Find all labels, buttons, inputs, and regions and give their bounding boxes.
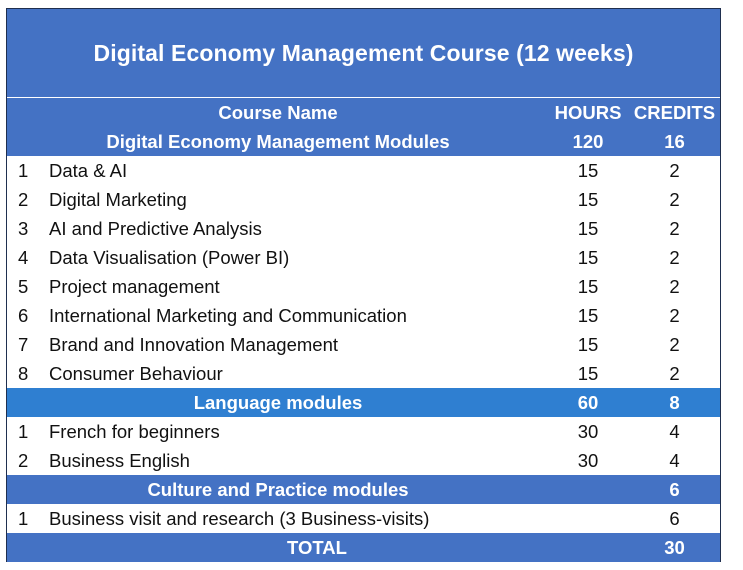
section-name: Culture and Practice modules (147, 478, 409, 500)
title-band: Digital Economy Management Course (12 we… (7, 9, 720, 98)
module-name: AI and Predictive Analysis (49, 217, 262, 239)
table-row: 5 Project management 15 2 (7, 272, 720, 301)
module-credits: 2 (669, 217, 680, 239)
section-header-culture-practice: Culture and Practice modules 6 (7, 475, 720, 504)
module-credits: 2 (669, 304, 680, 326)
row-number: 2 (18, 449, 29, 471)
module-hours: 30 (577, 420, 599, 442)
section-hours: 60 (577, 391, 599, 413)
module-name: Consumer Behaviour (49, 362, 223, 384)
section-header-digital-economy: Digital Economy Management Modules 120 1… (7, 127, 720, 156)
total-row: TOTAL 30 (7, 533, 720, 562)
header-course-name: Course Name (218, 101, 338, 123)
module-name: Digital Marketing (49, 188, 187, 210)
module-hours: 15 (577, 188, 599, 210)
module-credits: 2 (669, 333, 680, 355)
module-hours: 15 (577, 159, 599, 181)
module-name: Business visit and research (3 Business-… (49, 507, 430, 529)
total-credits: 30 (664, 536, 685, 558)
module-credits: 2 (669, 275, 680, 297)
total-label: TOTAL (287, 536, 347, 558)
course-table: Digital Economy Management Course (12 we… (6, 8, 721, 562)
row-number: 8 (18, 362, 29, 384)
module-hours: 15 (577, 275, 599, 297)
table-row: 3 AI and Predictive Analysis 15 2 (7, 214, 720, 243)
section-credits: 6 (669, 478, 680, 500)
header-hours: HOURS (554, 101, 622, 123)
module-credits: 4 (669, 420, 680, 442)
module-hours: 15 (577, 217, 599, 239)
table-row: 1 Business visit and research (3 Busines… (7, 504, 720, 533)
row-number: 3 (18, 217, 29, 239)
section-header-language: Language modules 60 8 (7, 388, 720, 417)
row-number: 1 (18, 507, 29, 529)
module-hours: 15 (577, 304, 599, 326)
module-credits: 2 (669, 159, 680, 181)
header-credits: CREDITS (633, 101, 716, 123)
module-credits: 2 (669, 246, 680, 268)
module-hours: 15 (577, 246, 599, 268)
module-credits: 2 (669, 188, 680, 210)
module-hours: 15 (577, 333, 599, 355)
module-name: International Marketing and Communicatio… (49, 304, 407, 326)
module-hours: 15 (577, 362, 599, 384)
table-row: 4 Data Visualisation (Power BI) 15 2 (7, 243, 720, 272)
row-number: 4 (18, 246, 29, 268)
table-row: 7 Brand and Innovation Management 15 2 (7, 330, 720, 359)
module-hours: 30 (577, 449, 599, 471)
course-title: Digital Economy Management Course (12 we… (93, 39, 634, 66)
row-number: 5 (18, 275, 29, 297)
section-credits: 16 (664, 130, 685, 152)
module-credits: 6 (669, 507, 680, 529)
table-row: 2 Digital Marketing 15 2 (7, 185, 720, 214)
module-name: Project management (49, 275, 220, 297)
module-name: Brand and Innovation Management (49, 333, 339, 355)
module-name: Data & AI (49, 159, 128, 181)
table-row: 8 Consumer Behaviour 15 2 (7, 359, 720, 388)
table-row: 6 International Marketing and Communicat… (7, 301, 720, 330)
table-row: 1 Data & AI 15 2 (7, 156, 720, 185)
row-number: 2 (18, 188, 29, 210)
section-hours: 120 (572, 130, 604, 152)
row-number: 6 (18, 304, 29, 326)
row-number: 1 (18, 420, 29, 442)
table-row: 2 Business English 30 4 (7, 446, 720, 475)
section-credits: 8 (669, 391, 680, 413)
module-credits: 4 (669, 449, 680, 471)
row-number: 1 (18, 159, 29, 181)
module-name: Data Visualisation (Power BI) (49, 246, 290, 268)
section-name: Language modules (193, 391, 363, 413)
section-name: Digital Economy Management Modules (106, 130, 450, 152)
table-row: 1 French for beginners 30 4 (7, 417, 720, 446)
module-name: French for beginners (49, 420, 220, 442)
module-name: Business English (49, 449, 190, 471)
row-number: 7 (18, 333, 29, 355)
table-header-row: Course Name HOURS CREDITS (7, 98, 720, 127)
module-credits: 2 (669, 362, 680, 384)
